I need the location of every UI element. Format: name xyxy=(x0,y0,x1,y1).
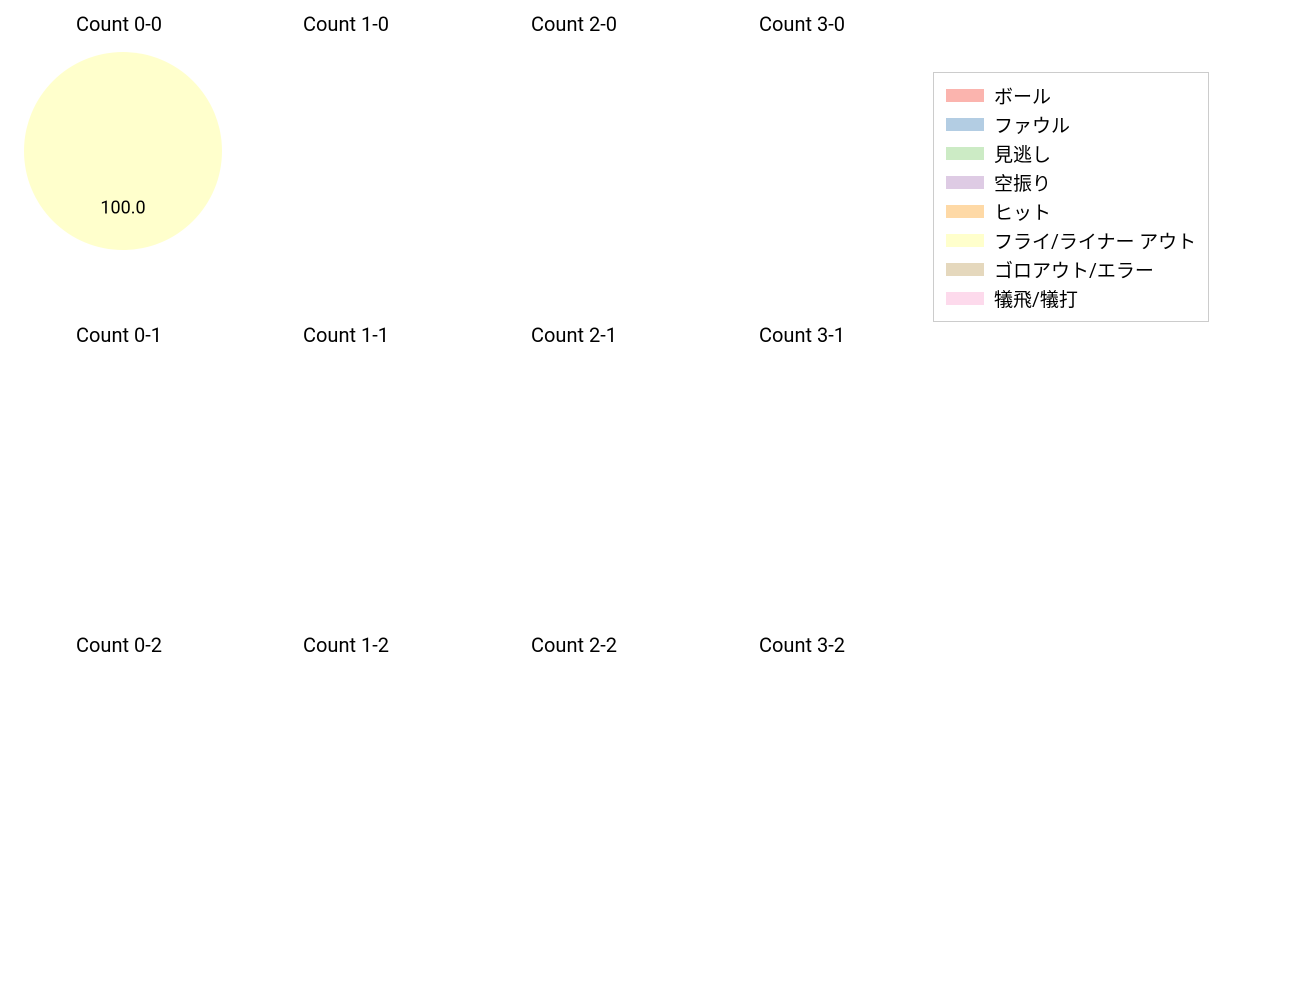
subplot-title: Count 3-0 xyxy=(759,12,987,36)
subplot-count-0-2: Count 0-2 xyxy=(24,633,252,913)
legend-item: 空振り xyxy=(946,168,1196,197)
subplot-title: Count 3-1 xyxy=(759,323,987,347)
legend-item: ファウル xyxy=(946,110,1196,139)
subplot-count-3-0: Count 3-0 xyxy=(707,12,935,292)
subplot-count-0-1: Count 0-1 xyxy=(24,323,252,603)
legend-label: 見逃し xyxy=(994,140,1051,167)
legend-item: 見逃し xyxy=(946,139,1196,168)
subplot-count-3-1: Count 3-1 xyxy=(707,323,935,603)
subplot-count-1-2: Count 1-2 xyxy=(251,633,479,913)
legend-item: 犠飛/犠打 xyxy=(946,284,1196,313)
legend-swatch xyxy=(946,205,984,218)
legend-label: ボール xyxy=(994,82,1051,109)
legend-swatch xyxy=(946,176,984,189)
legend-swatch xyxy=(946,89,984,102)
subplot-count-2-2: Count 2-2 xyxy=(479,633,707,913)
pie-slice xyxy=(24,52,222,250)
subplot-count-2-1: Count 2-1 xyxy=(479,323,707,603)
legend-swatch xyxy=(946,234,984,247)
subplot-count-3-2: Count 3-2 xyxy=(707,633,935,913)
chart-container: Count 0-0100.0Count 1-0Count 2-0Count 3-… xyxy=(0,0,1300,1000)
subplot-count-1-1: Count 1-1 xyxy=(251,323,479,603)
legend-label: フライ/ライナー アウト xyxy=(994,227,1196,254)
legend-swatch xyxy=(946,118,984,131)
legend: ボールファウル見逃し空振りヒットフライ/ライナー アウトゴロアウト/エラー犠飛/… xyxy=(933,72,1209,322)
legend-label: ヒット xyxy=(994,198,1051,225)
legend-item: ゴロアウト/エラー xyxy=(946,255,1196,284)
legend-swatch xyxy=(946,263,984,276)
legend-label: ファウル xyxy=(994,111,1070,138)
pie-chart: 100.0 xyxy=(24,12,252,292)
legend-label: 空振り xyxy=(994,169,1051,196)
subplot-count-0-0: Count 0-0100.0 xyxy=(24,12,252,292)
subplot-title: Count 3-2 xyxy=(759,633,987,657)
legend-item: フライ/ライナー アウト xyxy=(946,226,1196,255)
legend-label: 犠飛/犠打 xyxy=(994,285,1078,312)
legend-swatch xyxy=(946,147,984,160)
subplot-count-2-0: Count 2-0 xyxy=(479,12,707,292)
subplot-count-1-0: Count 1-0 xyxy=(251,12,479,292)
legend-label: ゴロアウト/エラー xyxy=(994,256,1154,283)
legend-swatch xyxy=(946,292,984,305)
pie-svg xyxy=(24,12,252,292)
legend-item: ヒット xyxy=(946,197,1196,226)
pie-slice-label: 100.0 xyxy=(100,198,145,219)
legend-item: ボール xyxy=(946,81,1196,110)
